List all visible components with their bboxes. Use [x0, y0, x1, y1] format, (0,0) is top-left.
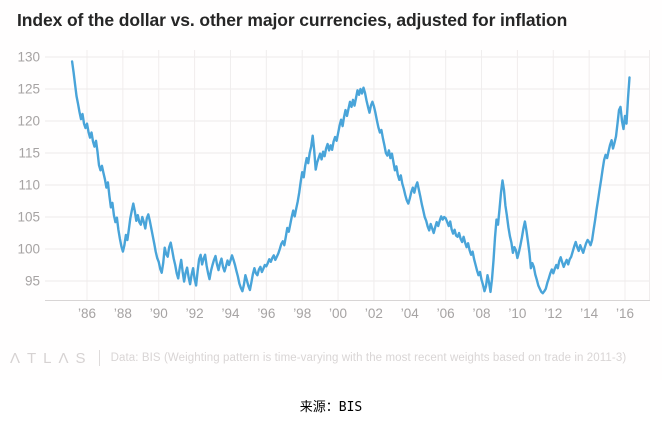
x-axis-tick-label: ’08 [473, 306, 491, 321]
y-axis-tick-label: 95 [25, 274, 40, 289]
y-axis-tick-label: 105 [17, 210, 40, 225]
x-axis-tick-label: ’88 [114, 306, 132, 321]
x-axis-tick-label: ’06 [437, 306, 455, 321]
y-axis-tick-label: 125 [17, 82, 40, 97]
y-axis-tick-label: 120 [17, 114, 40, 129]
chart-footer: ΛTLΛS Data: BIS (Weighting pattern is ti… [10, 346, 655, 370]
data-source-note: Data: BIS (Weighting pattern is time-var… [110, 352, 627, 364]
caption-source: 来源：BIS [299, 400, 363, 415]
chart-plot-area: 95 100 105 110 115 120 125 130 ’86 ’88 ’90 ’92 ’94 ’9… [17, 50, 650, 321]
x-axis-tick-label: ’04 [401, 306, 420, 321]
x-axis-tick-label: ’14 [580, 306, 599, 321]
y-axis-tick-label: 100 [17, 242, 40, 257]
y-axis-tick-label: 130 [17, 50, 40, 65]
chart-title: Index of the dollar vs. other major curr… [17, 10, 568, 30]
atlas-logo: ΛTLΛS [10, 349, 93, 367]
data-line-usd-index [70, 60, 631, 295]
y-axis-tick-label: 110 [18, 178, 40, 193]
x-axis-tick-label: ’12 [544, 306, 562, 321]
x-axis-tick-label: ’02 [365, 306, 383, 321]
x-axis-tick-label: ’96 [257, 306, 275, 321]
x-axis-tick-label: ’92 [186, 306, 204, 321]
x-axis-tick-label: ’10 [508, 306, 526, 321]
x-axis-tick-label: ’90 [150, 306, 168, 321]
chart-card: Index of the dollar vs. other major curr… [10, 10, 655, 370]
x-axis-tick-label: ’00 [329, 306, 347, 321]
y-axis-tick-label: 115 [18, 146, 40, 161]
x-axis-tick-label: ’94 [221, 306, 240, 321]
x-axis-tick-label: ’16 [616, 306, 634, 321]
footer-separator-line [98, 350, 100, 366]
x-axis-tick-label: ’86 [78, 306, 96, 321]
x-axis-tick-label: ’98 [293, 306, 311, 321]
